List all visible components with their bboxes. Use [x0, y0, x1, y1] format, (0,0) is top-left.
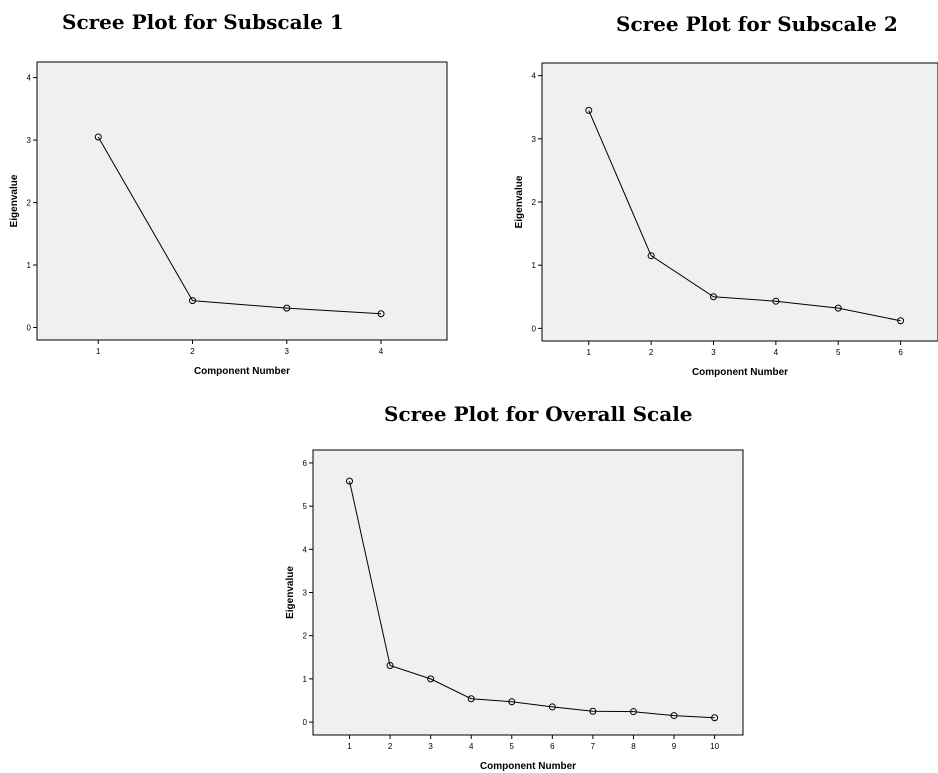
data-point [548, 703, 556, 711]
y-tick-label: 4 [532, 72, 537, 81]
y-tick-label: 0 [303, 718, 308, 727]
data-point [589, 707, 597, 715]
data-point [386, 661, 394, 669]
x-tick-label: 10 [710, 742, 719, 751]
x-tick-label: 1 [347, 742, 352, 751]
plot-area [541, 62, 938, 342]
y-tick-label: 4 [27, 74, 32, 83]
x-tick-label: 2 [649, 348, 654, 357]
chart-title-subscale-1: Scree Plot for Subscale 1 [62, 10, 344, 34]
scree-plot-subscale-2: 0 1 2 3 4 1 2 3 4 5 6 Component Number Eigenvalue [514, 62, 938, 378]
chart-title-overall-scale: Scree Plot for Overall Scale [384, 402, 693, 426]
y-axis-label: Eigenvalue [9, 174, 20, 227]
x-tick-label: 1 [96, 347, 101, 356]
y-tick-label: 2 [303, 632, 308, 641]
data-point [834, 304, 842, 312]
y-tick-label: 2 [532, 198, 537, 207]
y-tick-label: 3 [303, 589, 308, 598]
y-axis-label: Eigenvalue [514, 175, 525, 228]
data-point [670, 712, 678, 720]
y-tick-label: 2 [27, 199, 32, 208]
y-tick-label: 0 [532, 324, 537, 333]
x-tick-label: 4 [379, 347, 384, 356]
eigenvalue-line [588, 110, 901, 322]
y-tick-label: 0 [27, 324, 32, 333]
x-tick-label: 5 [510, 742, 515, 751]
x-tick-label: 9 [672, 742, 677, 751]
data-point [629, 708, 637, 716]
x-axis-label: Component Number [194, 366, 290, 377]
chart-title-subscale-2: Scree Plot for Subscale 2 [616, 12, 898, 36]
y-tick-label: 1 [532, 261, 537, 270]
x-tick-label: 1 [587, 348, 592, 357]
y-tick-label: 1 [27, 261, 32, 270]
y-axis-label: Eigenvalue [285, 566, 296, 619]
eigenvalue-line [349, 480, 715, 719]
data-point [283, 304, 291, 312]
y-tick-label: 5 [303, 502, 308, 511]
data-point [772, 297, 780, 305]
data-point [585, 106, 593, 114]
x-tick-label: 5 [836, 348, 841, 357]
data-point [427, 675, 435, 683]
y-tick-label: 3 [27, 136, 32, 145]
x-tick-label: 3 [428, 742, 433, 751]
x-tick-label: 4 [469, 742, 474, 751]
x-tick-label: 7 [591, 742, 596, 751]
data-point [94, 133, 102, 141]
y-tick-label: 3 [532, 135, 537, 144]
x-tick-label: 2 [388, 742, 393, 751]
data-point [508, 698, 516, 706]
x-axis-label: Component Number [692, 367, 788, 378]
x-tick-label: 8 [631, 742, 636, 751]
data-point [189, 297, 197, 305]
x-tick-label: 3 [285, 347, 290, 356]
x-tick-label: 3 [711, 348, 716, 357]
data-point [647, 252, 655, 260]
plot-area [312, 449, 744, 736]
y-tick-label: 1 [303, 675, 308, 684]
scree-plot-overall-scale: 0 1 2 3 4 5 6 1 2 3 4 5 6 7 8 9 10 Component Number Eigenv… [285, 449, 744, 772]
x-tick-label: 2 [190, 347, 195, 356]
eigenvalue-line [97, 136, 382, 315]
data-point [711, 714, 719, 722]
data-point [467, 695, 475, 703]
data-point [377, 310, 385, 318]
data-point [346, 477, 354, 485]
x-axis-label: Component Number [480, 761, 576, 772]
data-point [897, 317, 905, 325]
y-tick-label: 4 [303, 545, 308, 554]
y-tick-label: 6 [303, 459, 308, 468]
scree-plot-subscale-1: 0 1 2 3 4 1 2 3 4 Component Number Eigenvalue [9, 61, 448, 377]
data-point [709, 293, 717, 301]
x-tick-label: 4 [774, 348, 779, 357]
x-tick-label: 6 [550, 742, 555, 751]
plot-area [36, 61, 448, 341]
x-tick-label: 6 [898, 348, 903, 357]
